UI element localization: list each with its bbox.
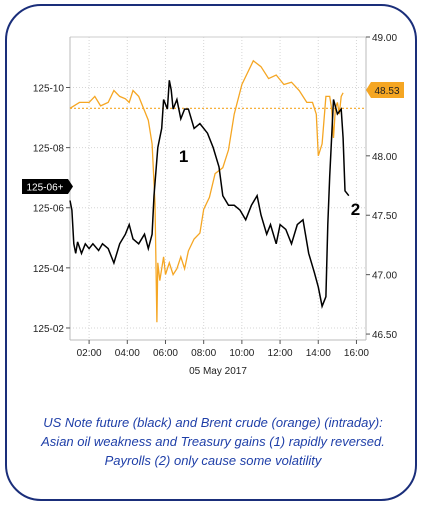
x-axis-ticks: 02:00 04:00 06:00 08:00 10:00 12:00 14:00 16:00 [77, 340, 369, 359]
right-last-value-label: 48.53 [374, 86, 399, 97]
x-tick-label: 02:00 [77, 348, 102, 359]
date-label: 05 May 2017 [189, 366, 247, 377]
annotation-2: 2 [351, 200, 360, 219]
annotation-1: 1 [179, 147, 188, 166]
caption: US Note future (black) and Brent crude (… [18, 413, 408, 470]
left-tick-label: 125-08 [33, 144, 65, 155]
left-tick-label: 125-02 [33, 324, 65, 335]
left-tick-label: 125-04 [33, 264, 65, 275]
x-tick-label: 14:00 [306, 348, 331, 359]
x-tick-label: 12:00 [268, 348, 293, 359]
right-tick-label: 48.00 [372, 152, 397, 163]
left-last-value-tag: 125-06+ [22, 179, 73, 194]
right-tick-label: 46.50 [372, 330, 397, 341]
x-tick-label: 10:00 [229, 348, 254, 359]
right-tick-label: 47.00 [372, 271, 397, 282]
x-tick-label: 04:00 [115, 348, 140, 359]
right-tick-label: 49.00 [372, 33, 397, 44]
chart-card [5, 4, 417, 501]
left-tick-label: 125-06 [33, 204, 65, 215]
left-tick-label: 125-10 [33, 84, 65, 95]
x-tick-label: 06:00 [153, 348, 178, 359]
right-axis-ticks: 46.50 47.00 47.50 48.00 49.00 [366, 33, 397, 341]
grid [70, 37, 366, 340]
x-tick-label: 08:00 [191, 348, 216, 359]
annotations: 12 [179, 147, 360, 219]
caption-line-3: Payrolls (2) only cause some volatility [104, 453, 322, 468]
caption-line-1: US Note future (black) and Brent crude (… [43, 415, 383, 430]
caption-line-2: Asian oil weakness and Treasury gains (1… [41, 434, 385, 449]
x-tick-label: 16:00 [344, 348, 369, 359]
right-last-value-tag: 48.53 [366, 82, 404, 98]
us-note-future-series [69, 80, 350, 309]
brent-crude-series [69, 59, 344, 323]
left-axis-ticks: 125-02 125-04 125-06 125-08 125-10 [33, 84, 70, 335]
left-last-value-label: 125-06+ [27, 183, 64, 194]
right-tick-label: 47.50 [372, 211, 397, 222]
